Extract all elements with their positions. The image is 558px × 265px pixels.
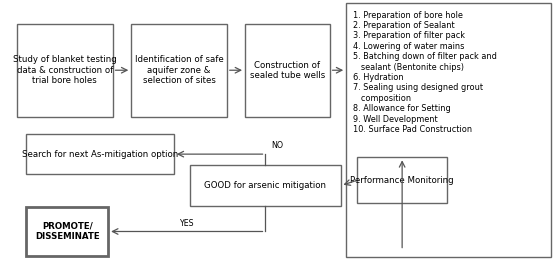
FancyBboxPatch shape: [245, 24, 330, 117]
FancyBboxPatch shape: [26, 207, 108, 256]
FancyBboxPatch shape: [346, 3, 551, 257]
FancyBboxPatch shape: [17, 24, 113, 117]
Text: Performance Monitoring: Performance Monitoring: [350, 176, 454, 185]
FancyBboxPatch shape: [357, 157, 448, 203]
Text: YES: YES: [180, 219, 194, 228]
Text: NO: NO: [271, 141, 283, 150]
FancyBboxPatch shape: [131, 24, 227, 117]
Text: Study of blanket testing
data & construction of
trial bore holes: Study of blanket testing data & construc…: [13, 55, 117, 85]
Text: 1. Preparation of bore hole
2. Preparation of Sealant
3. Preparation of filter p: 1. Preparation of bore hole 2. Preparati…: [353, 11, 497, 134]
Text: Search for next As-mitigation option: Search for next As-mitigation option: [22, 150, 178, 159]
Text: Construction of
sealed tube wells: Construction of sealed tube wells: [249, 60, 325, 80]
Text: GOOD for arsenic mitigation: GOOD for arsenic mitigation: [204, 181, 326, 190]
FancyBboxPatch shape: [26, 134, 174, 174]
FancyBboxPatch shape: [190, 165, 340, 206]
Text: Identification of safe
aquifer zone &
selection of sites: Identification of safe aquifer zone & se…: [134, 55, 223, 85]
Text: PROMOTE/
DISSEMINATE: PROMOTE/ DISSEMINATE: [35, 222, 99, 241]
